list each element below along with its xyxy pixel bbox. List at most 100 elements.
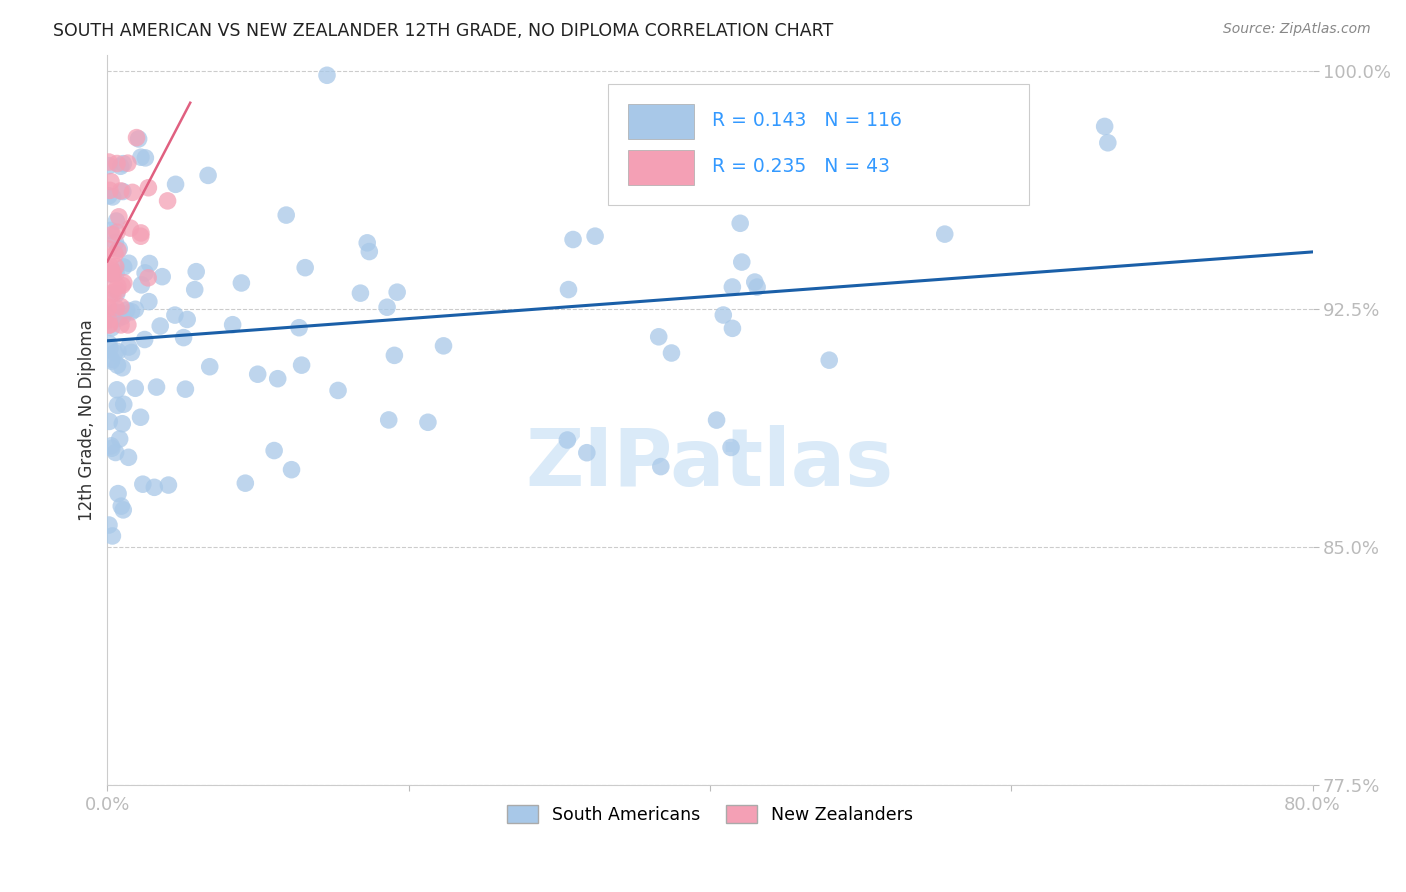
Point: [138, 294, 160, 309]
Point: [107, 279, 129, 293]
Point: [100, 286, 122, 301]
Point: [934, 227, 956, 241]
Point: [120, 304, 142, 318]
Point: [198, 359, 221, 374]
Point: [104, 247, 127, 261]
Point: [818, 353, 841, 368]
Point: [108, 306, 131, 320]
FancyBboxPatch shape: [628, 150, 695, 185]
Point: [138, 180, 160, 194]
Point: [377, 413, 399, 427]
Point: [100, 354, 122, 368]
Point: [101, 442, 124, 456]
Point: [183, 283, 205, 297]
Point: [359, 244, 381, 259]
Point: [112, 397, 135, 411]
Point: [100, 352, 122, 367]
Point: [124, 381, 146, 395]
Point: [100, 272, 122, 286]
Point: [156, 194, 179, 208]
Point: [108, 242, 131, 256]
Point: [107, 398, 129, 412]
Point: [100, 266, 122, 280]
Point: [100, 439, 122, 453]
Point: [120, 221, 142, 235]
Point: [107, 358, 129, 372]
Point: [221, 318, 243, 332]
Text: Source: ZipAtlas.com: Source: ZipAtlas.com: [1223, 22, 1371, 37]
Point: [129, 226, 152, 240]
Point: [117, 156, 139, 170]
Point: [728, 216, 751, 230]
Point: [648, 330, 671, 344]
Point: [121, 186, 143, 200]
Point: [121, 345, 143, 359]
Point: [706, 413, 728, 427]
Point: [583, 229, 606, 244]
Point: [98, 342, 121, 356]
Point: [110, 184, 132, 198]
Point: [97, 312, 120, 326]
Point: [100, 223, 122, 237]
Point: [165, 178, 187, 192]
Point: [267, 372, 290, 386]
Point: [98, 259, 121, 273]
Point: [356, 235, 378, 250]
Point: [150, 269, 173, 284]
Point: [231, 276, 253, 290]
Point: [98, 518, 121, 533]
Point: [105, 266, 128, 280]
Point: [134, 151, 156, 165]
Point: [176, 312, 198, 326]
Point: [110, 159, 132, 173]
Point: [263, 443, 285, 458]
Point: [112, 156, 135, 170]
Point: [101, 286, 124, 301]
Point: [103, 267, 125, 281]
Point: [118, 256, 141, 270]
Point: [291, 358, 314, 372]
FancyBboxPatch shape: [628, 104, 695, 139]
Point: [104, 305, 127, 319]
Point: [118, 340, 141, 354]
Legend: South Americans, New Zealanders: South Americans, New Zealanders: [499, 798, 920, 831]
Point: [731, 255, 754, 269]
Point: [744, 275, 766, 289]
Point: [138, 256, 160, 270]
Point: [111, 185, 134, 199]
Point: [105, 286, 128, 301]
Point: [97, 300, 120, 314]
Point: [197, 169, 219, 183]
Point: [98, 267, 121, 281]
Point: [105, 301, 128, 315]
Point: [288, 320, 311, 334]
Point: [98, 414, 121, 428]
Point: [233, 476, 256, 491]
Point: [132, 477, 155, 491]
Point: [385, 285, 408, 300]
Point: [104, 345, 127, 359]
Point: [557, 433, 579, 447]
Point: [111, 310, 134, 324]
Point: [145, 380, 167, 394]
Point: [280, 463, 302, 477]
Point: [131, 277, 153, 292]
Point: [124, 302, 146, 317]
Point: [98, 183, 121, 197]
Point: [134, 266, 156, 280]
Point: [104, 260, 127, 274]
Point: [711, 308, 734, 322]
FancyBboxPatch shape: [607, 85, 1029, 205]
Point: [117, 450, 139, 465]
Point: [101, 265, 124, 279]
Point: [382, 348, 405, 362]
Point: [107, 311, 129, 326]
Point: [117, 318, 139, 332]
Point: [105, 383, 128, 397]
Point: [97, 155, 120, 169]
Point: [349, 286, 371, 301]
Point: [157, 478, 180, 492]
Point: [650, 459, 672, 474]
Point: [125, 130, 148, 145]
Point: [104, 235, 127, 250]
